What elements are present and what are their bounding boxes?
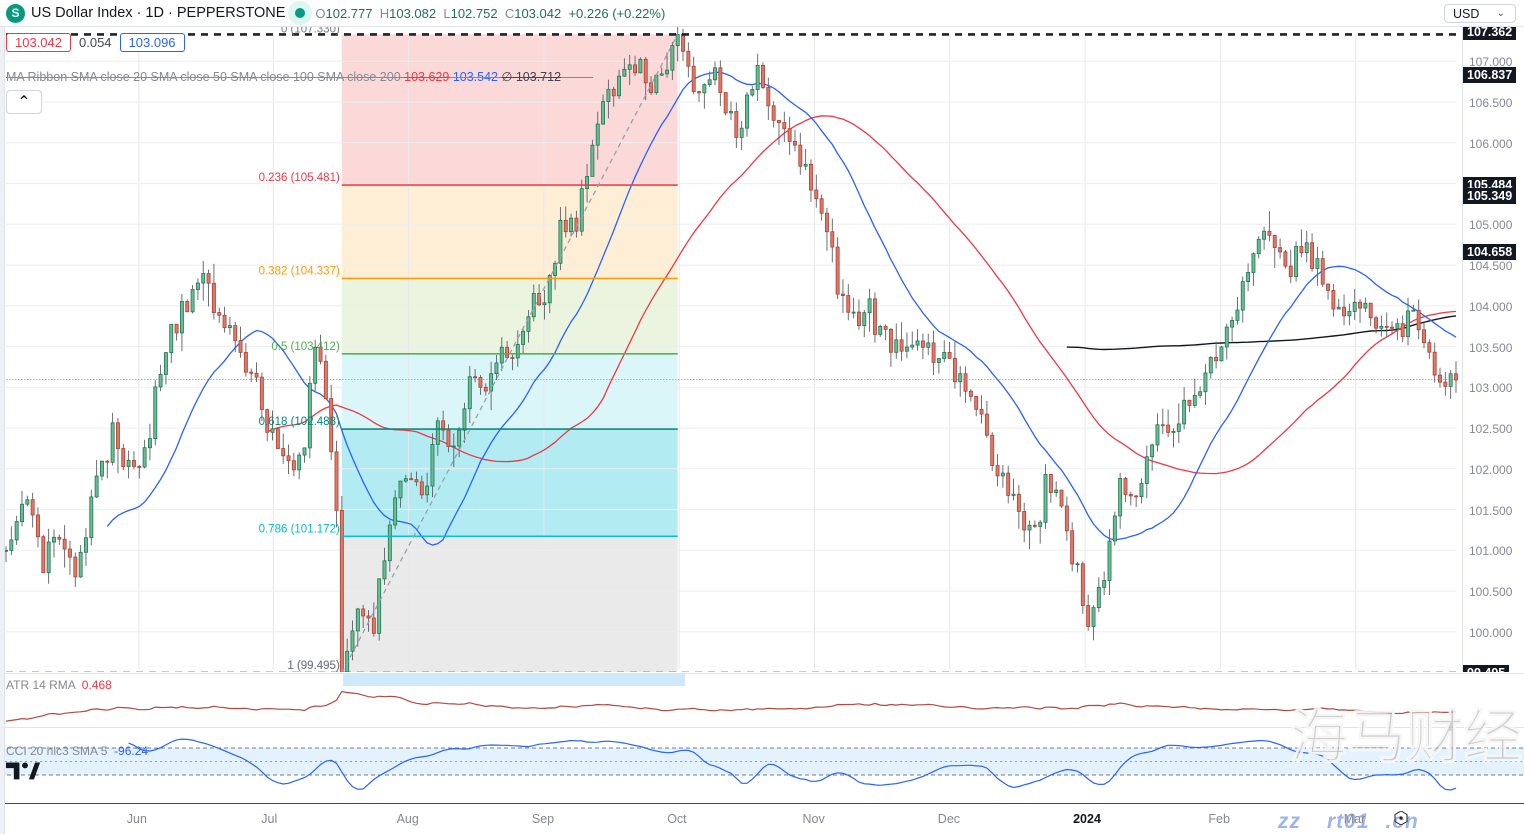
svg-text:0.5 (103.412): 0.5 (103.412) [271, 341, 340, 353]
svg-text:0.236 (105.481): 0.236 (105.481) [259, 172, 340, 184]
svg-text:0 (107.330): 0 (107.330) [281, 27, 340, 35]
svg-text:1 (99.495): 1 (99.495) [287, 660, 340, 672]
svg-text:0.382 (104.337): 0.382 (104.337) [259, 265, 340, 277]
svg-text:0.786 (101.172): 0.786 (101.172) [259, 523, 340, 535]
svg-text:0.618 (102.488): 0.618 (102.488) [259, 416, 340, 428]
